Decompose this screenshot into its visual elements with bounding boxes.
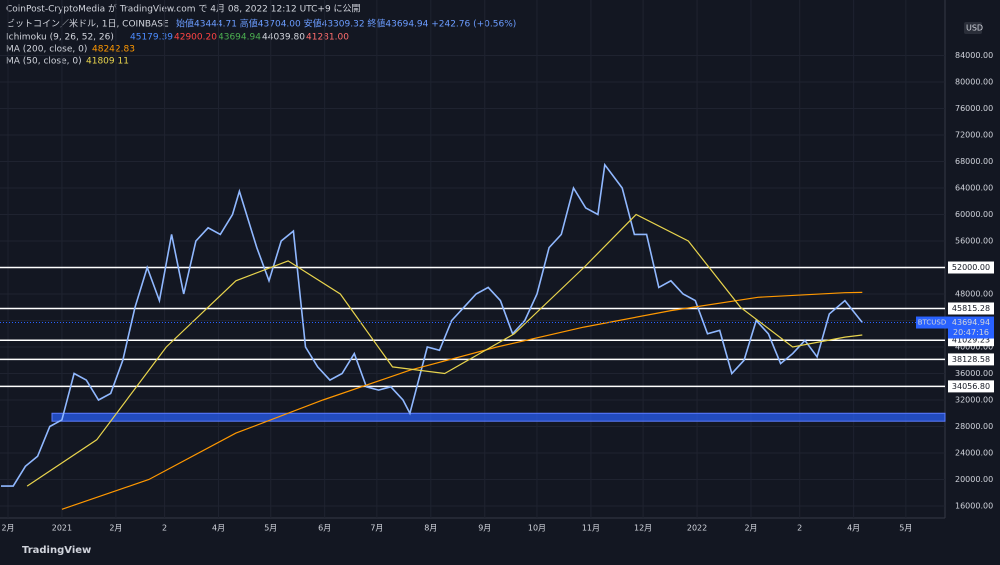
level-label-box <box>948 261 994 274</box>
level-label: 45815.28 <box>952 304 990 313</box>
y-tick-label: 36000.00 <box>955 369 993 378</box>
level-label: 52000.00 <box>952 263 990 272</box>
y-tick-label: 68000.00 <box>955 157 993 166</box>
y-tick-label: 76000.00 <box>955 104 993 113</box>
y-tick-label: 80000.00 <box>955 78 993 87</box>
x-tick-label: 5月 <box>899 524 912 533</box>
ichimoku-value: 43694.94 <box>218 33 261 43</box>
level-label-box <box>948 380 994 393</box>
x-tick-label: 2 <box>162 524 167 533</box>
level-label-box <box>948 302 994 315</box>
y-tick-label: 48000.00 <box>955 290 993 299</box>
moving-average <box>26 213 863 487</box>
currency-box <box>964 22 982 34</box>
symbol: ビットコイン／米ドル, 1日, COINBASE <box>6 18 169 30</box>
ma50-label: MA (50, close, 0) <box>6 57 82 67</box>
x-tick-label: 2月 <box>744 524 757 533</box>
level-label: 41029.23 <box>952 336 990 345</box>
y-tick-label: 60000.00 <box>955 210 993 219</box>
x-tick-label: 4月 <box>212 524 225 533</box>
last-price-box <box>948 316 994 339</box>
x-tick-label: 12月 <box>634 524 652 533</box>
y-tick-label: 40000.00 <box>955 343 993 352</box>
y-tick-label: 72000.00 <box>955 131 993 140</box>
x-tick-label: 2022 <box>687 524 707 533</box>
footer-logo: TradingView <box>22 545 91 556</box>
ichimoku-value: 41281.00 <box>306 33 349 43</box>
x-tick-label: 10月 <box>528 524 546 533</box>
y-tick-label: 24000.00 <box>955 449 993 458</box>
currency: USD <box>966 24 983 33</box>
x-tick-label: 2月 <box>1 524 14 533</box>
x-tick-label: 7月 <box>370 524 383 533</box>
y-tick-label: 56000.00 <box>955 237 993 246</box>
x-tick-label: 5月 <box>264 524 277 533</box>
countdown: 20:47:16 <box>953 328 989 337</box>
level-label: 38128.58 <box>952 355 990 364</box>
moving-average <box>61 291 863 510</box>
x-tick-label: 4月 <box>847 524 860 533</box>
ichimoku-value: 42900.20 <box>174 33 217 43</box>
ichimoku-value: 44039.80 <box>262 33 305 43</box>
y-tick-label: 20000.00 <box>955 475 993 484</box>
y-tick-label: 32000.00 <box>955 396 993 405</box>
ichimoku-value: 45179.39 <box>130 33 173 43</box>
y-tick-label: 64000.00 <box>955 184 993 193</box>
symbol-box <box>916 316 948 329</box>
ma50-value: 41809.11 <box>86 57 129 67</box>
price-line <box>1 162 863 487</box>
x-tick-label: 6月 <box>318 524 331 533</box>
x-tick-label: 2月 <box>109 524 122 533</box>
ma200-value: 48242.83 <box>92 45 135 55</box>
x-tick-label: 8月 <box>424 524 437 533</box>
level-label: 34056.80 <box>952 382 990 391</box>
symbol-tag: BTCUSD <box>918 319 947 327</box>
support-zone <box>51 412 946 422</box>
y-tick-label: 28000.00 <box>955 422 993 431</box>
published-note: CoinPost-CryptoMedia が TradingView.com で… <box>6 3 361 15</box>
last-price-label: 43694.94 <box>952 318 990 327</box>
x-tick-label: 11月 <box>582 524 600 533</box>
y-tick-label: 16000.00 <box>955 502 993 511</box>
x-tick-label: 2 <box>797 524 802 533</box>
x-tick-label: 2021 <box>52 524 72 533</box>
x-tick-label: 9月 <box>478 524 491 533</box>
ichimoku-label: Ichimoku (9, 26, 52, 26) <box>6 33 114 43</box>
level-label-box <box>948 353 994 366</box>
ma200-label: MA (200, close, 0) <box>6 45 87 55</box>
y-tick-label: 84000.00 <box>955 51 993 60</box>
ohlc: 始値43444.71 高値43704.00 安値43309.32 終値43694… <box>176 18 516 30</box>
